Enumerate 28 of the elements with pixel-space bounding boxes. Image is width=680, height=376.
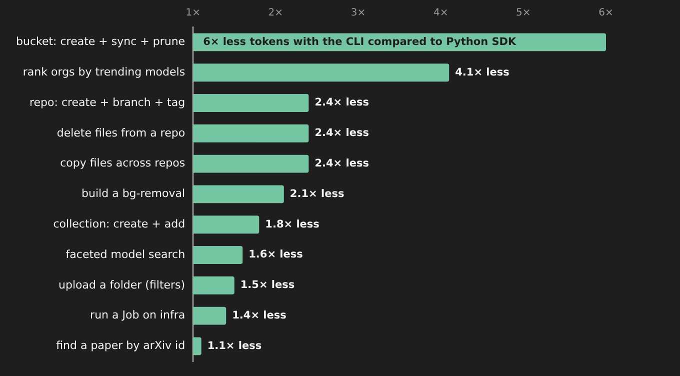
x-tick-label: 2× [268,8,284,19]
data-label: 1.1× less [207,340,262,352]
data-label: 1.5× less [240,279,295,292]
y-tick-label: copy files across repos [60,156,186,170]
x-tick-label: 3× [350,8,366,19]
x-tick-label: 4× [433,8,448,19]
data-label: 6× less tokens with the CLI compared to Python SDK [203,36,518,48]
y-tick-label: rank orgs by trending models [22,65,186,78]
y-tick-label: faceted model search [66,248,186,261]
y-tick-label: find a paper by arXiv id [56,339,186,352]
y-tick-label: upload a folder (filters) [58,278,186,292]
y-tick-label: run a Job on infra [90,308,186,322]
data-label: 1.4× less [232,310,286,322]
x-tick-label: 5× [516,8,531,19]
y-tick-label: bucket: create + sync + prune [16,35,186,48]
y-tick-label: delete files from a repo [56,126,186,140]
x-tick-label: 1× [186,8,200,19]
y-tick-label: collection: create + add [53,217,186,230]
x-tick-label: 6× [598,8,614,19]
data-label: 4.1× less [455,66,510,78]
data-label: 2.1× less [290,188,344,200]
data-label: 2.4× less [314,96,369,109]
y-tick-label: repo: create + branch + tag [30,96,186,109]
data-label: 1.8× less [265,218,320,230]
data-label: 1.6× less [248,248,303,261]
y-tick-label: build a bg-removal [82,187,186,200]
data-label: 2.4× less [314,127,369,140]
data-label: 2.4× less [314,158,369,170]
